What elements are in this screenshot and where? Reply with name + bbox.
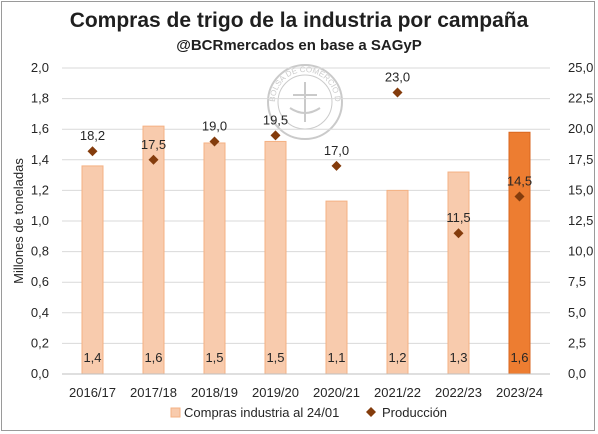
y-right-tick-label: 10,0	[568, 244, 593, 259]
scatter-data-label: 23,0	[385, 69, 410, 84]
watermark-text: BOLSA DE COMERCIO DE ROSARIO	[0, 0, 342, 102]
scatter-data-label: 18,2	[80, 128, 105, 143]
watermark-seal: BOLSA DE COMERCIO DE ROSARIO	[0, 0, 343, 140]
scatter-point	[209, 136, 220, 147]
scatter-point	[331, 160, 342, 171]
bar-data-label: 1,5	[266, 350, 284, 365]
y-right-tick-label: 20,0	[568, 121, 593, 136]
legend-label-bars: Compras industria al 24/01	[184, 405, 339, 420]
legend: Compras industria al 24/01 Producción	[170, 405, 447, 420]
bar	[203, 142, 226, 375]
y-left-tick-label: 1,6	[31, 121, 49, 136]
y-axis-label: Millones de toneladas	[11, 158, 26, 284]
y-right-tick-label: 15,0	[568, 182, 593, 197]
x-tick-label: 2023/24	[496, 385, 543, 400]
y-right-tick-label: 25,0	[568, 60, 593, 75]
scatter-point	[453, 228, 464, 239]
x-tick-label: 2017/18	[130, 385, 177, 400]
bar	[508, 131, 531, 375]
x-tick-label: 2019/20	[252, 385, 299, 400]
chart-subtitle: @BCRmercados en base a SAGyP	[176, 37, 422, 54]
scatter-data-label: 17,5	[141, 137, 166, 152]
x-tick-label: 2018/19	[191, 385, 238, 400]
y-left-tick-label: 2,0	[31, 60, 49, 75]
y-left-tick-label: 1,8	[31, 91, 49, 106]
y-right-tick-label: 2,5	[568, 335, 586, 350]
bar	[447, 171, 470, 375]
legend-marker-points	[366, 407, 376, 417]
y-right-tick-label: 0,0	[568, 366, 586, 381]
scatter-point	[270, 130, 281, 141]
svg-text:BOLSA DE COMERCIO DE ROSARIO: BOLSA DE COMERCIO DE ROSARIO	[0, 0, 342, 102]
bar	[81, 165, 104, 375]
y-left-tick-label: 0,8	[31, 244, 49, 259]
y-right-tick-label: 17,5	[568, 152, 593, 167]
bar-series: 1,4 1,6 1,5 1,5 1,1 1,2 1,3 1,6	[81, 125, 531, 375]
bar-data-label: 1,6	[510, 350, 528, 365]
y-right-tick-label: 22,5	[568, 91, 593, 106]
scatter-point	[87, 146, 98, 157]
y-right-tick-label: 12,5	[568, 213, 593, 228]
bar	[386, 189, 409, 375]
scatter-data-label: 14,5	[507, 174, 532, 189]
legend-label-points: Producción	[382, 405, 447, 420]
bar	[264, 140, 287, 375]
scatter-series: 18,2 17,5 19,0 19,5 17,0 23,0 11,5 14,5	[80, 69, 532, 239]
scatter-point	[392, 87, 403, 98]
scatter-data-label: 17,0	[324, 143, 349, 158]
scatter-point	[148, 154, 159, 165]
y-right-tick-label: 7,5	[568, 274, 586, 289]
x-tick-label: 2022/23	[435, 385, 482, 400]
y-left-tick-label: 1,0	[31, 213, 49, 228]
y-left-tick-label: 0,6	[31, 274, 49, 289]
y-left-tick-label: 0,0	[31, 366, 49, 381]
bar-data-label: 1,2	[388, 350, 406, 365]
scatter-point	[514, 191, 525, 202]
bar-data-label: 1,6	[144, 350, 162, 365]
scatter-data-label: 19,0	[202, 118, 227, 133]
bar	[325, 200, 348, 375]
x-tick-label: 2021/22	[374, 385, 421, 400]
bar-data-label: 1,4	[83, 350, 101, 365]
y-left-tick-label: 0,4	[31, 305, 49, 320]
chart-title: Compras de trigo de la industria por cam…	[69, 9, 529, 32]
x-tick-label: 2016/17	[69, 385, 116, 400]
scatter-data-label: 11,5	[446, 210, 470, 225]
bar-data-label: 1,3	[449, 350, 467, 365]
y-left-tick-label: 0,2	[31, 335, 49, 350]
x-tick-label: 2020/21	[313, 385, 360, 400]
axes: 0,0 0,2 0,4 0,6 0,8 1,0 1,2 1,4 1,6 1,8 2,0 0,0 2,5 5…	[31, 60, 593, 400]
scatter-data-label: 19,5	[263, 112, 288, 127]
legend-swatch-bars	[170, 407, 181, 418]
y-left-tick-label: 1,4	[31, 152, 49, 167]
y-left-tick-label: 1,2	[31, 182, 49, 197]
bar-data-label: 1,5	[205, 350, 223, 365]
bar-data-label: 1,1	[327, 350, 345, 365]
y-right-tick-label: 5,0	[568, 305, 586, 320]
